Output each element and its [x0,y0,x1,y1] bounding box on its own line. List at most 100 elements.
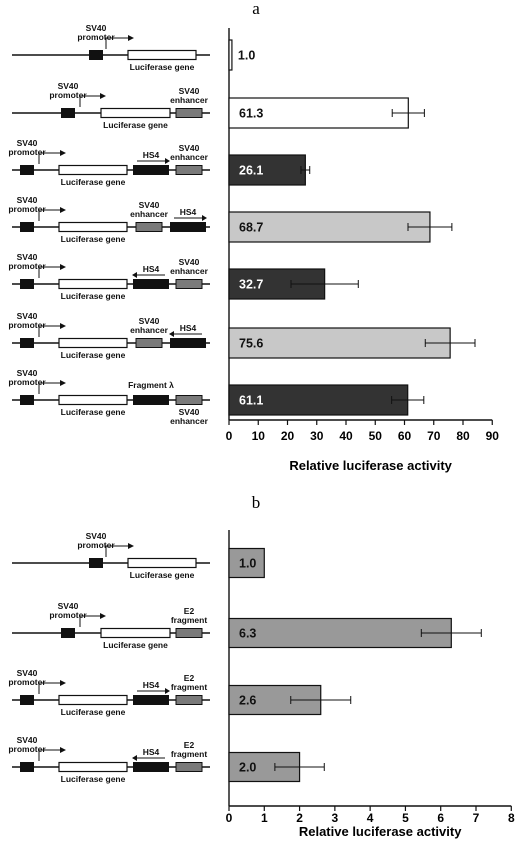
hs4-label: HS4 [143,747,160,757]
x-tick-label: 40 [339,429,353,443]
luciferase-gene-label: Luciferase gene [61,177,126,187]
transcription-arrow [38,382,60,394]
hs4-arrowhead [165,688,170,694]
hs4-box [133,695,169,705]
enhancer-label-line2: enhancer [170,266,208,276]
promoter-label-line1: SV40 [17,368,38,378]
promoter-label-line1: SV40 [17,668,38,678]
enhancer-label-line1: SV40 [179,86,200,96]
construct-diagram-1-2: Luciferase gene HS4 [12,680,210,717]
enhancer-label-line2: enhancer [130,209,168,219]
promoter-label-line2: promoter [8,377,46,387]
bar [228,211,431,243]
promoter-label-line2: promoter [49,610,87,620]
enhancer-label-line1: SV40 [139,316,160,326]
bar [228,547,265,579]
enhancer-box [175,395,203,405]
promoter-label-line1: SV40 [17,735,38,745]
x-tick-label: 50 [369,429,383,443]
hs4-label: HS4 [180,207,197,217]
promoter-label-line1: SV40 [58,81,79,91]
luciferase-gene-box [58,761,128,773]
promoter-box [20,279,34,289]
luciferase-gene-label: Luciferase gene [130,570,195,580]
x-tick-label: 90 [486,429,500,443]
luciferase-gene-box [58,164,128,176]
transcription-arrow [38,152,60,164]
luciferase-gene-box [58,337,128,349]
promoter-box [20,222,34,232]
bar [228,617,452,649]
bar [228,154,306,186]
bar-value-label: 2.6 [239,694,256,708]
construct-diagram-0-0: Luciferase gene [12,35,210,72]
construct-diagram-0-1: Luciferase gene [12,93,210,130]
promoter-label-line2: promoter [49,90,87,100]
x-tick-label: 8 [508,811,515,825]
hs4-arrowhead [165,158,170,164]
bar [228,97,409,129]
x-tick-label: 6 [437,811,444,825]
enhancer-label-line1: SV40 [179,257,200,267]
construct-diagram-0-3: Luciferase gene HS4 [12,207,210,244]
enhancer-label-line1: E2 [184,740,195,750]
transcription-arrow [79,95,100,107]
bar-value-label: 61.3 [239,107,263,121]
enhancer-label-line2: enhancer [170,95,208,105]
promoter-label-line1: SV40 [17,311,38,321]
promoter-label-line1: SV40 [17,252,38,262]
luciferase-gene-label: Luciferase gene [61,350,126,360]
hs4-label: HS4 [143,150,160,160]
luciferase-gene-box [58,394,128,406]
bar [228,327,451,359]
x-tick-label: 20 [281,429,295,443]
promoter-box [20,165,34,175]
x-tick-label: 7 [473,811,480,825]
x-tick-label: 4 [367,811,374,825]
luciferase-gene-box [127,49,197,61]
enhancer-label-line2: fragment [171,749,208,759]
enhancer-box [175,279,203,289]
promoter-label-line2: promoter [8,677,46,687]
hs4-arrowhead [132,755,137,761]
luciferase-gene-label: Luciferase gene [61,234,126,244]
x-tick-label: 0 [226,811,233,825]
luciferase-gene-label: Luciferase gene [130,62,195,72]
luciferase-gene-box [127,557,197,569]
bar-value-label: 26.1 [239,164,263,178]
hs4-box [170,222,206,232]
hs4-label: HS4 [143,264,160,274]
x-tick-label: 1 [261,811,268,825]
transcription-arrow [38,682,60,694]
luciferase-gene-label: Luciferase gene [61,774,126,784]
transcription-arrow [79,615,100,627]
enhancer-label-line2: enhancer [170,152,208,162]
transcription-arrow [38,266,60,278]
enhancer-box [175,165,203,175]
enhancer-box [135,222,163,232]
promoter-label-line1: SV40 [17,195,38,205]
hs4-arrowhead [202,215,207,221]
bar-value-label: 68.7 [239,221,263,235]
construct-diagram-1-3: Luciferase gene HS4 [12,747,210,784]
panel-letter: b [252,493,261,512]
construct-diagram-0-4: Luciferase gene HS4 [12,264,210,301]
x-tick-label: 10 [252,429,266,443]
x-axis-label: Relative luciferase activity [289,458,452,473]
transcription-arrow [105,37,128,49]
x-tick-label: 0 [226,429,233,443]
enhancer-label-line1: SV40 [179,143,200,153]
hs4-box [133,762,169,772]
luciferase-gene-label: Luciferase gene [61,291,126,301]
bar-value-label: 61.1 [239,394,263,408]
luciferase-gene-label: Luciferase gene [103,120,168,130]
promoter-box [61,628,75,638]
enhancer-box [175,762,203,772]
promoter-label-line2: promoter [8,320,46,330]
bar-value-label: 1.0 [238,49,255,63]
hs4-box [170,338,206,348]
promoter-label-line1: SV40 [17,138,38,148]
promoter-label-line2: promoter [77,540,115,550]
bar [228,39,233,71]
